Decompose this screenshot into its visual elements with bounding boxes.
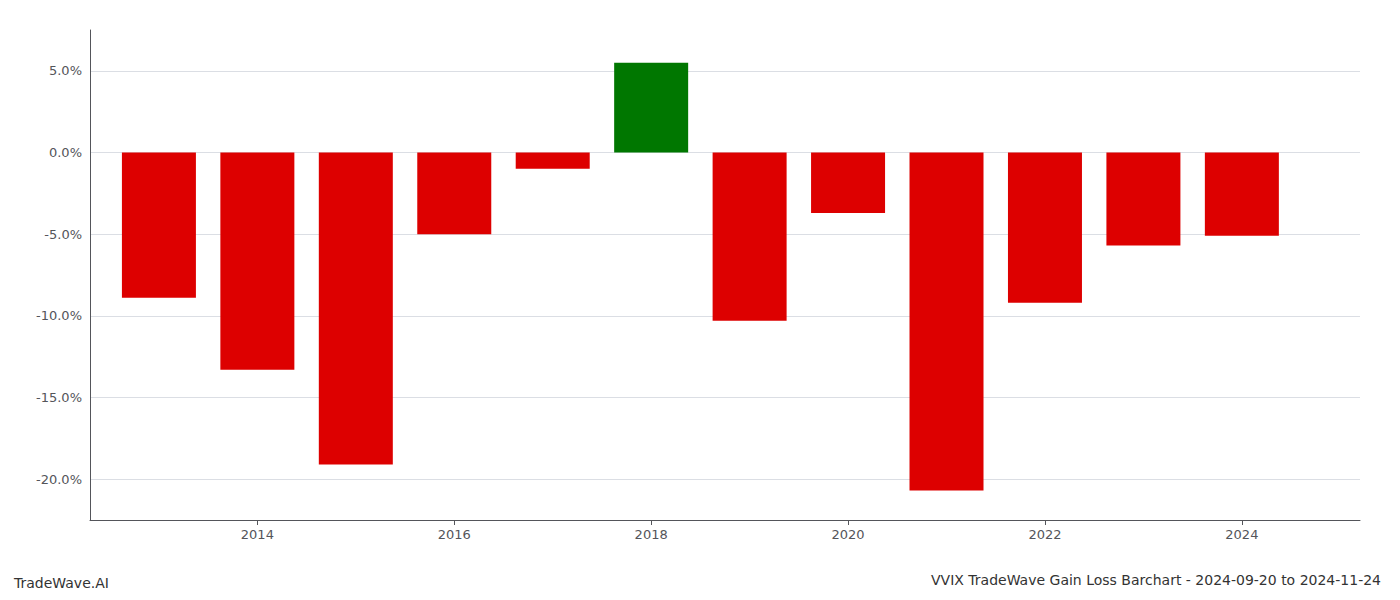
svg-text:2024: 2024 [1225, 527, 1258, 542]
svg-text:2022: 2022 [1028, 527, 1061, 542]
svg-text:-15.0%: -15.0% [36, 390, 82, 405]
svg-text:2018: 2018 [635, 527, 668, 542]
svg-text:5.0%: 5.0% [49, 63, 82, 78]
svg-text:2020: 2020 [832, 527, 865, 542]
svg-text:TradeWave.AI: TradeWave.AI [13, 575, 109, 591]
svg-text:VVIX TradeWave Gain Loss Barch: VVIX TradeWave Gain Loss Barchart - 2024… [931, 572, 1381, 588]
svg-text:0.0%: 0.0% [49, 145, 82, 160]
svg-text:-5.0%: -5.0% [44, 227, 82, 242]
svg-text:-20.0%: -20.0% [36, 472, 82, 487]
svg-text:2016: 2016 [438, 527, 471, 542]
svg-text:-10.0%: -10.0% [36, 308, 82, 323]
svg-text:2014: 2014 [241, 527, 274, 542]
